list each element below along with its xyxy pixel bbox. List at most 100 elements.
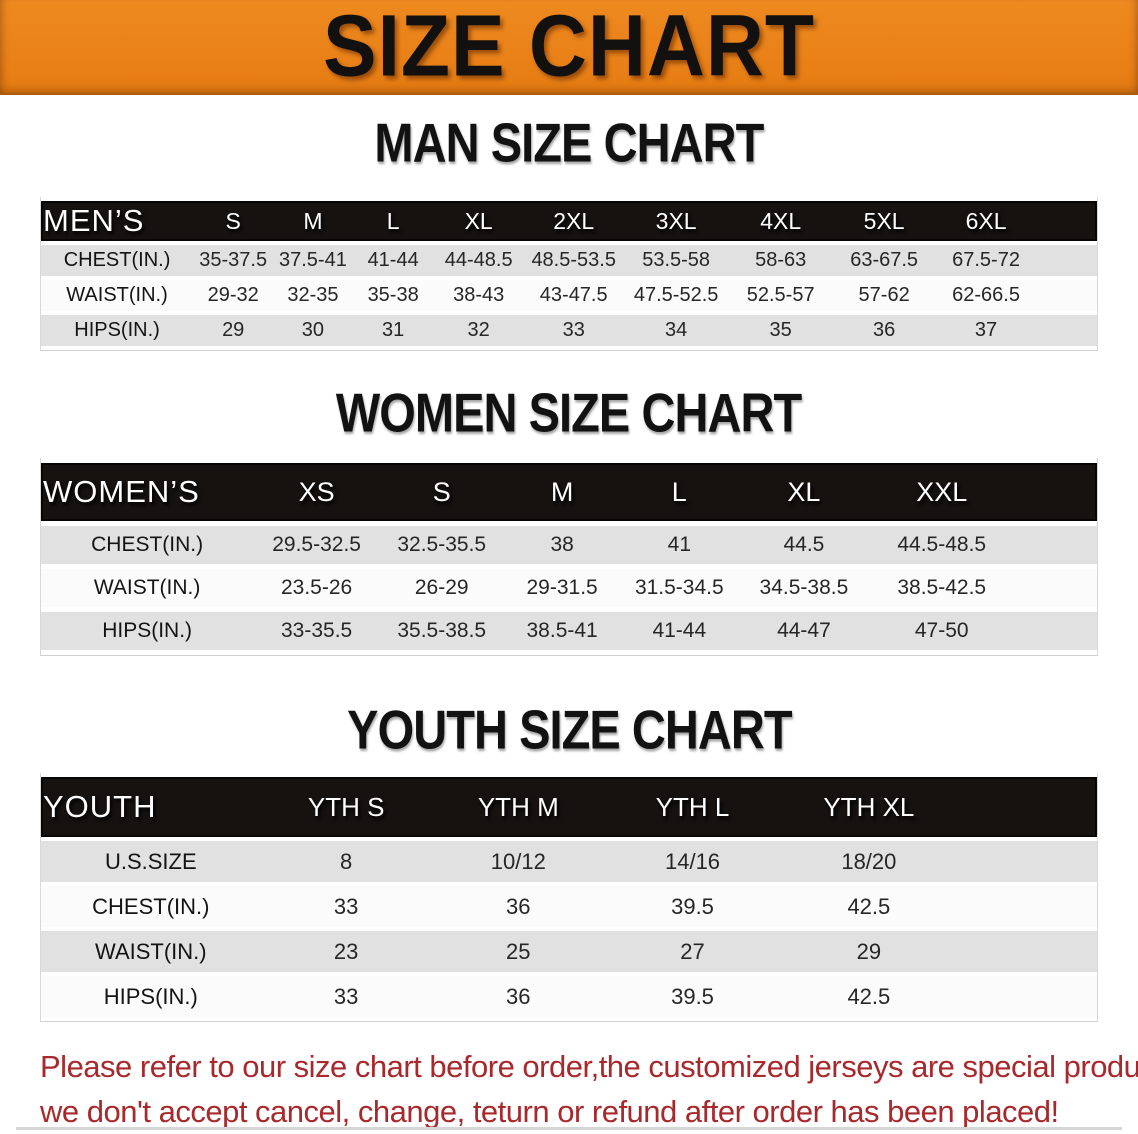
table-header-row: WOMEN’S XS S M L XL XXL [41, 463, 1097, 521]
size-column-header: YTH XL [780, 777, 958, 837]
size-value: 35 [728, 315, 833, 346]
row-label: WAIST(IN.) [41, 569, 254, 607]
size-value: 27 [604, 931, 781, 972]
size-value: 52.5-57 [728, 280, 833, 311]
size-value: 37.5-41 [273, 245, 353, 276]
row-spacer [957, 976, 1097, 1017]
youth-size-table-wrap: YOUTH YTH S YTH M YTH L YTH XL U.S.SIZE 8 10/12… [40, 773, 1098, 1022]
women-size-table: WOMEN’S XS S M L XL XXL CHEST(IN.) 29.5-32.5 32.5… [41, 458, 1097, 655]
table-row: HIPS(IN.) 33-35.5 35.5-38.5 38.5-41 41-44 44-… [41, 612, 1097, 650]
table-header-row: MEN’S S M L XL 2XL 3XL 4XL 5XL 6XL [41, 201, 1097, 241]
row-label: WAIST(IN.) [41, 931, 261, 972]
size-value: 38.5-42.5 [869, 569, 1014, 607]
size-column-header: YTH L [604, 777, 781, 837]
size-value: 44-48.5 [433, 245, 524, 276]
size-column-header: YTH M [431, 777, 605, 837]
size-value: 42.5 [780, 976, 958, 1017]
size-value: 47-50 [869, 612, 1014, 650]
size-value: 53.5-58 [623, 245, 729, 276]
size-value: 37 [935, 315, 1037, 346]
size-value: 34 [623, 315, 729, 346]
table-row: HIPS(IN.) 33 36 39.5 42.5 [41, 976, 1097, 1017]
table-header-row: YOUTH YTH S YTH M YTH L YTH XL [41, 777, 1097, 837]
row-label: WAIST(IN.) [41, 280, 194, 311]
size-value: 31.5-34.5 [620, 569, 738, 607]
size-value: 41-44 [620, 612, 738, 650]
size-value: 33 [523, 315, 624, 346]
size-value: 41-44 [352, 245, 434, 276]
size-column-header: M [273, 201, 353, 241]
size-value: 63-67.5 [832, 245, 936, 276]
size-value: 39.5 [604, 976, 781, 1017]
size-value: 41 [620, 526, 738, 564]
row-label: HIPS(IN.) [41, 976, 261, 1017]
row-spacer [957, 841, 1097, 882]
women-size-chart-title: WOMEN SIZE CHART [336, 382, 802, 444]
header-spacer [1036, 201, 1097, 241]
size-value: 26-29 [379, 569, 504, 607]
table-row: WAIST(IN.) 29-32 32-35 35-38 38-43 43-47.5 47.… [41, 280, 1097, 311]
size-value: 33 [260, 976, 432, 1017]
size-column-header: M [503, 463, 621, 521]
header-spacer [1013, 463, 1097, 521]
size-column-header: L [352, 201, 434, 241]
size-column-header: XL [433, 201, 524, 241]
size-value: 57-62 [832, 280, 936, 311]
table-row: CHEST(IN.) 33 36 39.5 42.5 [41, 886, 1097, 927]
size-value: 44.5-48.5 [869, 526, 1014, 564]
size-value: 32 [433, 315, 524, 346]
table-header-label: MEN’S [41, 201, 194, 241]
size-column-header: 2XL [523, 201, 624, 241]
size-value: 32-35 [273, 280, 353, 311]
row-label: CHEST(IN.) [41, 245, 194, 276]
row-spacer [1013, 526, 1097, 564]
size-value: 35.5-38.5 [379, 612, 504, 650]
size-value: 35-37.5 [193, 245, 274, 276]
size-column-header: 3XL [623, 201, 729, 241]
size-column-header: 4XL [728, 201, 833, 241]
size-column-header: XS [253, 463, 380, 521]
size-value: 44-47 [737, 612, 870, 650]
men-size-table-wrap: MEN’S S M L XL 2XL 3XL 4XL 5XL 6XL CHEST(IN.) 35-37… [40, 197, 1098, 351]
size-column-header: YTH S [260, 777, 432, 837]
size-value: 38 [503, 526, 621, 564]
size-value: 62-66.5 [935, 280, 1037, 311]
size-value: 18/20 [780, 841, 958, 882]
row-label: U.S.SIZE [41, 841, 261, 882]
disclaimer-line-1: Please refer to our size chart before or… [40, 1049, 1138, 1084]
table-row: CHEST(IN.) 35-37.5 37.5-41 41-44 44-48.5 48.5… [41, 245, 1097, 276]
size-column-header: 5XL [832, 201, 936, 241]
size-value: 29 [780, 931, 958, 972]
banner-title: SIZE CHART [323, 0, 815, 95]
youth-size-table: YOUTH YTH S YTH M YTH L YTH XL U.S.SIZE 8 10/12… [41, 773, 1097, 1021]
size-value: 23 [260, 931, 432, 972]
row-spacer [1013, 612, 1097, 650]
disclaimer-line-2: we don't accept cancel, change, teturn o… [40, 1094, 1059, 1129]
size-value: 8 [260, 841, 432, 882]
size-value: 44.5 [737, 526, 870, 564]
size-value: 34.5-38.5 [737, 569, 870, 607]
size-value: 36 [431, 976, 605, 1017]
row-spacer [957, 931, 1097, 972]
size-value: 35-38 [352, 280, 434, 311]
table-row: U.S.SIZE 8 10/12 14/16 18/20 [41, 841, 1097, 882]
size-column-header: L [620, 463, 738, 521]
table-row: CHEST(IN.) 29.5-32.5 32.5-35.5 38 41 44.5 44.5… [41, 526, 1097, 564]
table-header-label: WOMEN’S [41, 463, 254, 521]
size-value: 33 [260, 886, 432, 927]
size-value: 10/12 [431, 841, 605, 882]
size-value: 31 [352, 315, 434, 346]
size-chart-banner: SIZE CHART [0, 0, 1138, 95]
size-value: 25 [431, 931, 605, 972]
table-row: WAIST(IN.) 23 25 27 29 [41, 931, 1097, 972]
size-column-header: XL [737, 463, 870, 521]
size-value: 29.5-32.5 [253, 526, 380, 564]
size-column-header: S [379, 463, 504, 521]
size-value: 67.5-72 [935, 245, 1037, 276]
size-value: 33-35.5 [253, 612, 380, 650]
men-size-chart-title: MAN SIZE CHART [374, 112, 765, 174]
size-value: 43-47.5 [523, 280, 624, 311]
size-value: 47.5-52.5 [623, 280, 729, 311]
table-row: HIPS(IN.) 29 30 31 32 33 34 35 36 37 [41, 315, 1097, 346]
size-value: 29-31.5 [503, 569, 621, 607]
